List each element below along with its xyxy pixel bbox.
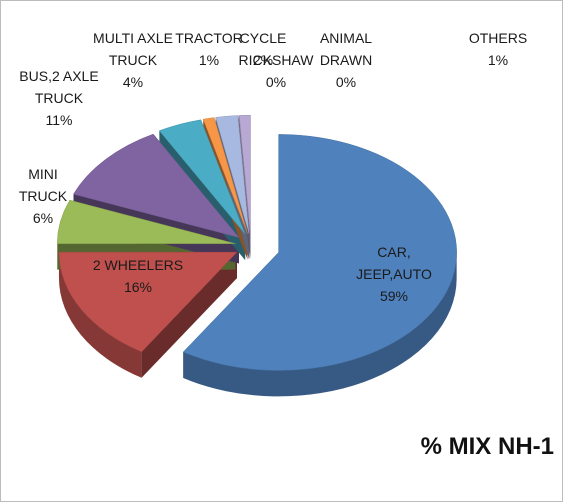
- category-name: CYCLE: [239, 30, 287, 46]
- value-label: 59%: [379, 288, 409, 304]
- category-name: OTHERS: [468, 30, 528, 46]
- slice-label: MULTI AXLE TRUCK 4%: [83, 27, 183, 93]
- slice-label: TRACTOR 1%: [174, 27, 244, 71]
- slice: [239, 114, 251, 234]
- slice-label: 2 WHEELERS 16%: [88, 254, 188, 298]
- category-name: RICKSHAW: [238, 52, 314, 68]
- category-name: TRACTOR: [175, 30, 243, 46]
- slice: [73, 133, 240, 238]
- slice-side: [183, 252, 457, 397]
- slice: [202, 117, 248, 234]
- value-label: 0%: [265, 74, 287, 90]
- category-name: ANIMAL DRAWN: [319, 30, 373, 68]
- category-name: MULTI AXLE TRUCK: [93, 30, 173, 68]
- slice: [57, 199, 236, 244]
- slice: [58, 251, 238, 353]
- slice-wall: [141, 252, 237, 378]
- value-label: 6%: [32, 210, 54, 226]
- slice-label: OTHERS 1%: [463, 27, 533, 71]
- value-label: 1%: [487, 52, 509, 68]
- value-label: 1%: [198, 52, 220, 68]
- slice-label: ANIMAL DRAWN 0%: [311, 27, 381, 93]
- value-label: 0%: [335, 74, 357, 90]
- slice-label: BUS,2 AXLE TRUCK 11%: [9, 65, 109, 131]
- category-name: 2 WHEELERS: [92, 257, 184, 273]
- slice: [215, 115, 250, 234]
- slice-label: MINI TRUCK 6%: [8, 163, 78, 229]
- value-label: 16%: [123, 279, 153, 295]
- slice-side: [58, 252, 142, 378]
- category-name: MINI TRUCK: [18, 166, 68, 204]
- slice: [182, 134, 457, 371]
- category-name: CAR, JEEP,AUTO: [356, 244, 432, 282]
- category-name: BUS,2 AXLE TRUCK: [19, 68, 99, 106]
- value-label: 4%: [122, 74, 144, 90]
- value-label: 2%: [252, 52, 274, 68]
- slice-label: CAR, JEEP,AUTO 59%: [355, 241, 433, 307]
- chart-title: % MIX NH-1: [420, 433, 554, 460]
- slice: [158, 119, 246, 235]
- slice-label: RICKSHAW 0%: [236, 49, 316, 93]
- slice-label: CYCLE 2%: [233, 27, 293, 71]
- value-label: 11%: [45, 112, 73, 128]
